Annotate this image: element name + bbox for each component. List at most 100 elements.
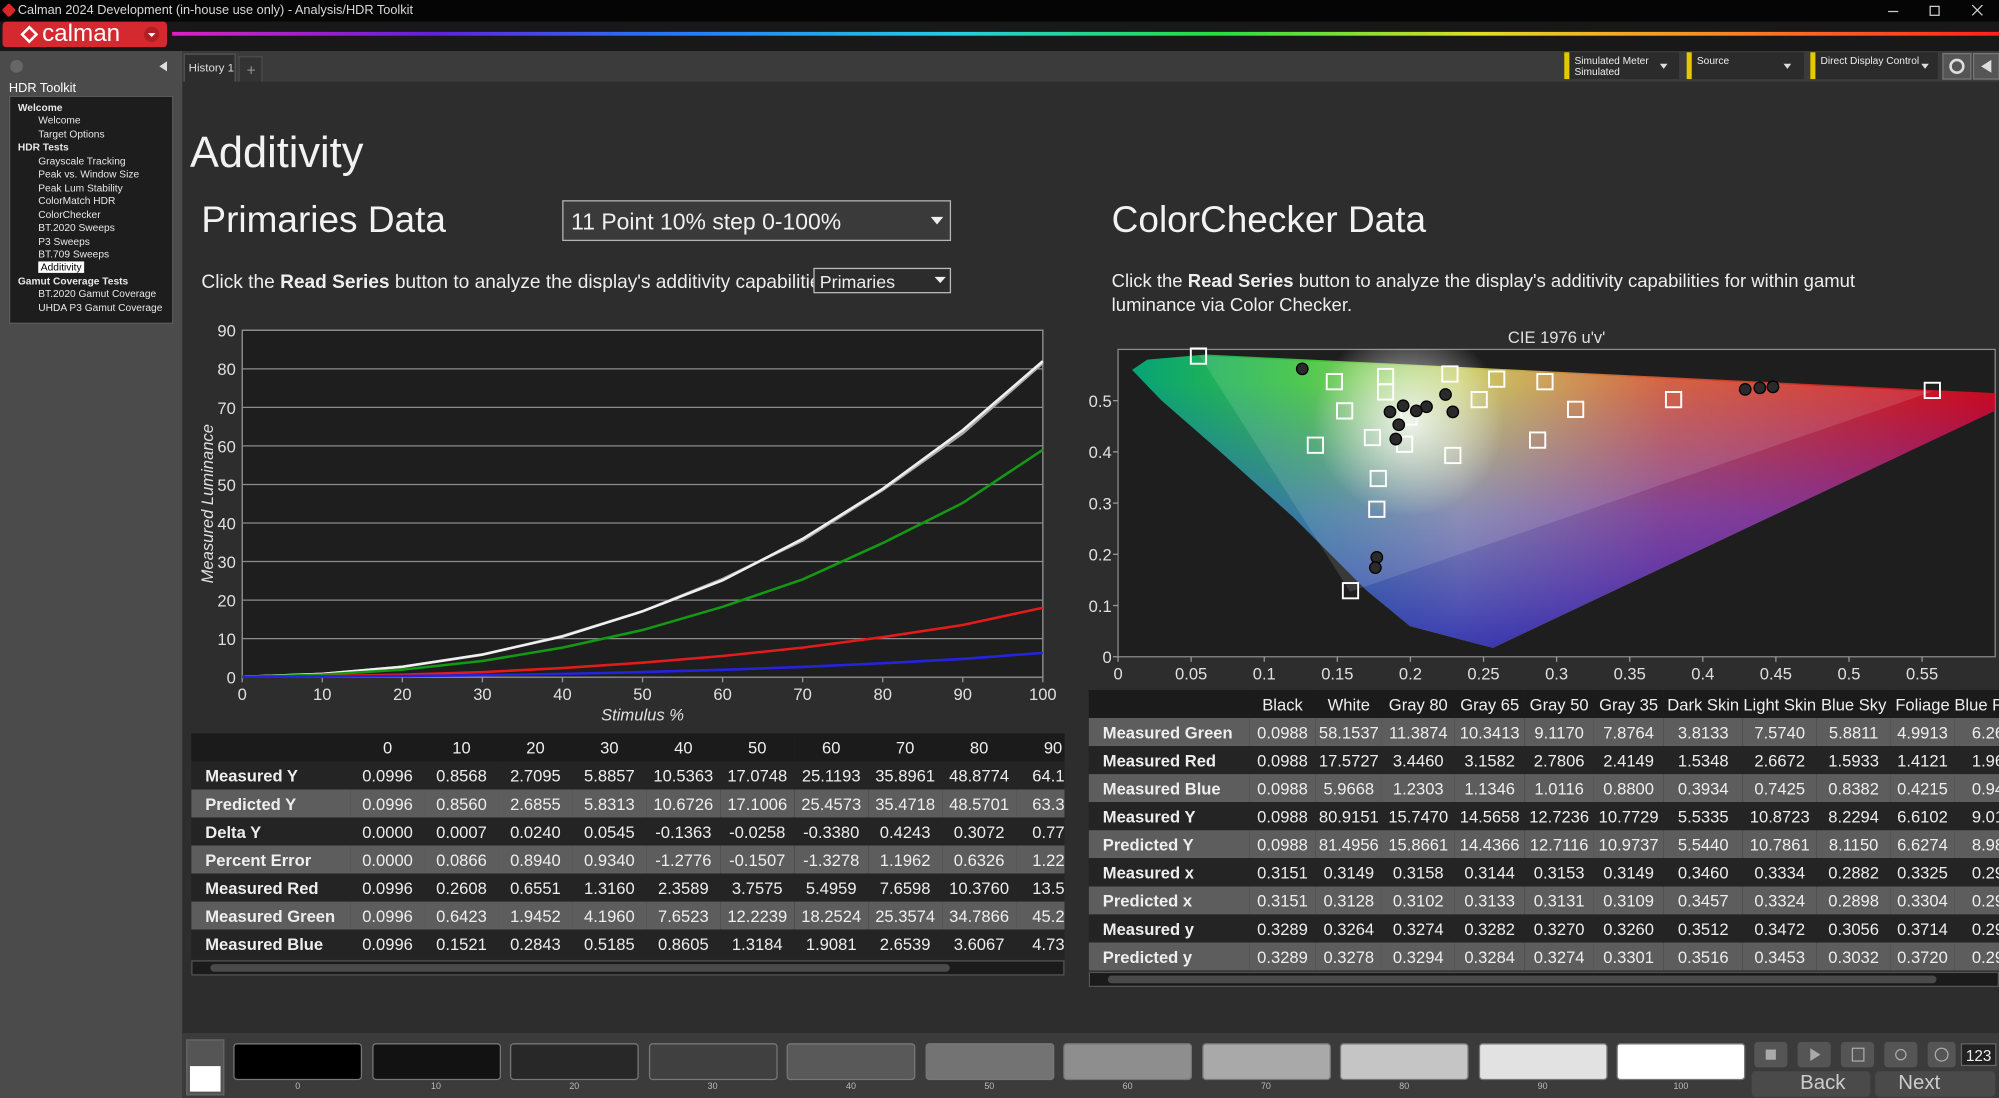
swatch[interactable]	[924, 1043, 1054, 1081]
target-point	[1369, 469, 1387, 488]
toolbar-icons[interactable]	[1564, 52, 1999, 80]
table-cell: 0.3131	[1533, 890, 1585, 910]
table-cell: 5.9668	[1323, 778, 1375, 798]
scroll-thumb[interactable]	[210, 964, 950, 972]
table-cell: 18.2524	[801, 906, 862, 926]
logo-button[interactable]: calman	[2, 20, 168, 48]
tree-item[interactable]: BT.2020 Gamut Coverage	[38, 288, 157, 301]
x-tick-label: 0.1	[1253, 665, 1276, 684]
table-cell: 6.6274	[1897, 834, 1948, 854]
table-cell: 8.985	[1971, 834, 1999, 854]
patch-preview	[186, 1039, 225, 1096]
sidebar-controls[interactable]	[8, 57, 176, 75]
row-label: Predicted Y	[205, 793, 297, 813]
swatch[interactable]	[233, 1043, 363, 1081]
y-tick-label: 0.3	[1089, 494, 1112, 513]
row-label: Measured Red	[205, 878, 319, 898]
column-header: Foliage	[1895, 694, 1950, 714]
tree-item[interactable]: Additivity	[38, 261, 85, 274]
target-point	[1341, 582, 1360, 600]
tree-item[interactable]: BT.2020 Sweeps	[38, 221, 115, 234]
table-cell: 45.20	[1032, 906, 1065, 926]
tree-group[interactable]: Welcome	[17, 102, 63, 114]
table-cell: 0.3453	[1754, 946, 1806, 967]
table-cell: 0.0240	[510, 821, 561, 842]
new-tab-button[interactable]	[238, 56, 263, 82]
table-cell: 1.3184	[731, 934, 783, 954]
measured-point	[1383, 405, 1397, 419]
swatch[interactable]	[509, 1043, 639, 1081]
instruction-bold: Read Series	[1187, 271, 1294, 293]
tree-item[interactable]: Grayscale Tracking	[38, 155, 126, 167]
x-tick-label: 0.25	[1467, 665, 1499, 684]
swatch[interactable]	[1339, 1043, 1469, 1081]
table-cell: 10.3413	[1459, 722, 1520, 742]
table-cell: 10.7729	[1598, 806, 1659, 826]
source-label: Source	[1696, 54, 1730, 67]
scroll-thumb[interactable]	[1107, 975, 1937, 984]
table-cell: 0.0988	[1257, 806, 1308, 826]
selector-label: Primaries	[819, 271, 896, 293]
swatch[interactable]	[648, 1043, 778, 1081]
column-header: 80	[969, 737, 989, 757]
tree-item[interactable]: ColorChecker	[38, 208, 101, 221]
scrollbar[interactable]	[1088, 971, 1999, 988]
swatch[interactable]	[1063, 1043, 1193, 1081]
table-cell: 2.3589	[657, 878, 709, 898]
table-cell: 2.6672	[1754, 750, 1806, 770]
x-tick-label: 0.55	[1906, 665, 1938, 684]
tree-item[interactable]: Target Options	[38, 128, 105, 141]
table-cell: 0.7425	[1754, 778, 1806, 798]
tab[interactable]: History 1	[183, 53, 236, 82]
table-cell: 0.0988	[1257, 778, 1308, 798]
swatch[interactable]	[1478, 1043, 1607, 1081]
tree-item[interactable]: BT.709 Sweeps	[38, 248, 110, 261]
source-dropdown[interactable]: Source	[1686, 52, 1804, 80]
tree-item[interactable]: Peak Lum Stability	[38, 181, 123, 194]
table-cell: 0.8560	[436, 793, 487, 813]
series-selector[interactable]: Primaries	[813, 267, 952, 294]
table-cell: 14.5658	[1459, 806, 1520, 826]
playback-controls[interactable]	[1749, 1039, 1999, 1071]
y-tick-label: 60	[217, 437, 235, 456]
swatch[interactable]	[1616, 1043, 1746, 1081]
table-cell: 5.5440	[1677, 834, 1729, 854]
section-heading: ColorChecker Data	[1111, 200, 1427, 242]
tree-item[interactable]: Peak vs. Window Size	[38, 168, 140, 181]
tree-item[interactable]: P3 Sweeps	[38, 235, 90, 247]
target-point	[1336, 402, 1354, 420]
swatch[interactable]	[1201, 1043, 1331, 1081]
column-header: Blue Flower	[1954, 694, 1999, 714]
table-cell: -0.1363	[655, 821, 712, 842]
preview-swatch	[189, 1066, 221, 1092]
tree-group[interactable]: Gamut Coverage Tests	[17, 275, 129, 287]
y-axis-title: Measured Luminance	[198, 424, 217, 583]
scrollbar[interactable]	[191, 960, 1065, 976]
window-controls[interactable]	[1874, 3, 1996, 20]
swatch[interactable]	[786, 1043, 916, 1081]
tree-item[interactable]: UHDA P3 Gamut Coverage	[38, 301, 163, 314]
table-cell: 9.016	[1971, 806, 1999, 826]
y-tick-label: 0	[1102, 648, 1111, 667]
swatch[interactable]	[371, 1043, 501, 1081]
table-row: Predicted x 0.3151 0.3128 0.3102 0.3133 0.313…	[1088, 886, 1999, 915]
x-tick-label: 0.2	[1399, 665, 1422, 684]
tree-item[interactable]: ColorMatch HDR	[38, 195, 116, 207]
x-tick-label: 100	[1029, 685, 1057, 704]
table-row: Measured Green 0.0996 0.6423 1.9452 4.1960 7.…	[191, 901, 1065, 930]
preset-dropdown[interactable]: 11 Point 10% step 0-100%	[562, 200, 952, 242]
meter-dropdown[interactable]: Simulated Meter Simulated	[1564, 52, 1680, 80]
table-cell: 3.7575	[731, 878, 783, 898]
logo-menu[interactable]	[143, 26, 162, 44]
table-cell: 0.774	[1032, 821, 1065, 842]
next-button[interactable]: Next	[1875, 1071, 1996, 1097]
table-cell: 17.0748	[727, 765, 788, 785]
back-button[interactable]: Back	[1751, 1071, 1871, 1097]
display-control-dropdown[interactable]: Direct Display Control	[1810, 52, 1938, 80]
tree-group[interactable]: HDR Tests	[17, 141, 69, 154]
table-cell: 0.3325	[1897, 862, 1948, 882]
chart-title: CIE 1976 u'v'	[1508, 328, 1605, 347]
tree-item[interactable]: Welcome	[38, 115, 81, 127]
x-tick-label: 50	[633, 685, 651, 704]
x-tick-label: 10	[313, 685, 331, 704]
